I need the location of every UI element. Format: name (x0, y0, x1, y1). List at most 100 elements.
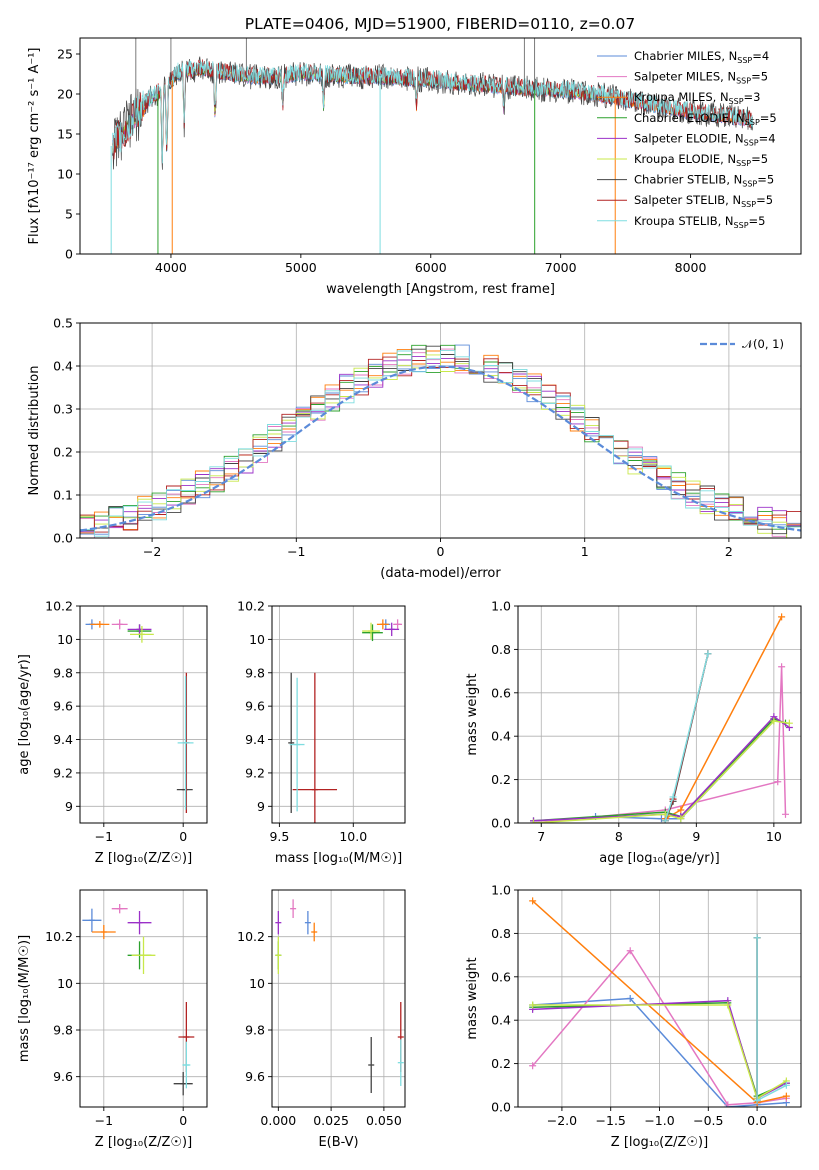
x-tick-label: −1 (95, 1113, 113, 1128)
x-axis-label: age [log₁₀(age/yr)] (599, 851, 720, 866)
plot-area (529, 897, 790, 1107)
y-tick-label: 0.8 (491, 926, 511, 941)
point-marker (669, 793, 677, 801)
point-marker (753, 1096, 761, 1104)
series-line (756, 937, 787, 1102)
y-tick-label: 10 (57, 167, 73, 182)
y-tick-label: 0.0 (491, 1100, 511, 1115)
plot-area (275, 899, 404, 1093)
series-kroupa-stelib (661, 650, 712, 823)
x-tick-label: 9.5 (269, 829, 289, 844)
point-salpeter-elodie (127, 911, 152, 935)
y-tick-label: 15 (57, 127, 73, 142)
y-tick-label: 0.6 (491, 685, 511, 700)
legend-label: Chabrier STELIB, NSSP=5 (634, 173, 774, 189)
y-tick-label: 9.4 (53, 732, 73, 747)
point-kroupa-stelib (177, 676, 194, 810)
point-marker (770, 717, 778, 725)
point-marker (781, 810, 789, 818)
x-tick-label: 4000 (155, 260, 187, 275)
y-tick-label: 9.6 (53, 699, 73, 714)
point-marker (677, 806, 685, 814)
y-tick-label: 9.2 (53, 765, 73, 780)
panel-age-vs-Z: −1 0 9 9.2 9.4 9.6 9.8 10 10.2 Z [log₁₀(Z/Z☉)] age… (17, 599, 208, 866)
y-tick-label: 0.2 (491, 1056, 511, 1071)
panel-weight-vs-age: 7 8 9 10 0.0 0.2 0.4 0.6 0.8 1.0 age [log₁₀(age/yr… (465, 599, 802, 866)
legend-label: Chabrier ELODIE, NSSP=5 (634, 111, 777, 127)
point-marker (626, 947, 634, 955)
y-tick-label: 0.3 (53, 402, 73, 417)
panel-spectrum: 4000 5000 6000 7000 8000 0 5 10 15 20 25 wavelength… (27, 37, 802, 297)
x-tick-label: 0.050 (366, 1113, 402, 1128)
axes-frame (271, 605, 406, 824)
point-salpeter-stelib (292, 672, 338, 823)
y-tick-label: 10 (57, 976, 73, 991)
point-kroupa-miles (311, 922, 318, 942)
panel-weight-vs-Z: −2.0 −1.5 −1.0 −0.5 0.0 0.0 0.2 0.4 0.6 0.8 1.0 Z [… (465, 883, 802, 1150)
y-tick-label: 0.2 (53, 445, 73, 460)
x-tick-label: 10.0 (339, 829, 367, 844)
charts: 4000 5000 6000 7000 80000510152025wavelength… (17, 37, 802, 1150)
point-kroupa-miles (376, 619, 389, 630)
point-marker (724, 1001, 732, 1009)
y-tick-label: 0 (65, 247, 73, 262)
y-axis-label: mass weight (465, 957, 480, 1039)
point-kroupa-miles (90, 621, 110, 628)
plot-area (288, 619, 403, 823)
point-kroupa-miles (91, 925, 116, 939)
x-tick-label: 8000 (675, 260, 707, 275)
legend-label: Salpeter MILES, NSSP=5 (634, 70, 768, 86)
point-chabrier-miles (304, 911, 311, 935)
x-tick-label: 7000 (545, 260, 577, 275)
x-tick-label: 6000 (415, 260, 447, 275)
point-salpeter-elodie (127, 624, 152, 635)
point-marker (782, 1092, 790, 1100)
y-tick-label: 0.0 (491, 816, 511, 831)
point-chabrier-stelib (368, 1037, 375, 1093)
legend-label: Kroupa MILES, NSSP=3 (634, 90, 760, 106)
x-axis-label: (data-model)/error (380, 566, 501, 581)
x-tick-label: −1.0 (644, 1113, 674, 1128)
y-axis-label: mass [log₁₀(M/M☉)] (17, 935, 32, 1062)
x-tick-label: −2 (143, 544, 161, 559)
x-tick-label: −2.0 (547, 1113, 577, 1128)
point-salpeter-miles (393, 619, 403, 630)
series-kroupa-stelib (753, 934, 790, 1104)
point-chabrier-stelib (288, 672, 295, 813)
y-tick-label: 9.2 (245, 765, 265, 780)
panel-mass-vs-EBV: 0.000 0.025 0.050 9.6 9.8 10 10.2 E(B-V) (237, 889, 406, 1150)
y-tick-label: 9.8 (53, 1023, 73, 1038)
y-tick-label: 9 (257, 799, 265, 814)
panel-residuals: 𝒩(0, 1) −2 −1 0 1 2 0.0 0.1 0.2 0.3 0.4 0.5 (data-mo… (27, 316, 802, 581)
histogram-kroupa-stelib (80, 350, 801, 537)
x-tick-label: −1.5 (596, 1113, 626, 1128)
y-tick-label: 10.2 (45, 599, 73, 614)
x-tick-label: 0.025 (313, 1113, 349, 1128)
y-tick-label: 0.6 (491, 969, 511, 984)
panel-mass-vs-Z: −1 0 9.6 9.8 10 10.2 Z [log₁₀(Z/Z☉)] mass [log₁… (17, 889, 208, 1150)
plot-area (82, 904, 195, 1096)
series-chabrier-elodie (530, 715, 789, 823)
y-axis-label: Flux [fλ10⁻¹⁷ erg cm⁻² s⁻¹ A⁻¹] (27, 48, 42, 245)
y-tick-label: 9.8 (245, 1023, 265, 1038)
legend-label: Kroupa ELODIE, NSSP=5 (634, 152, 768, 168)
point-kroupa-stelib (397, 1039, 404, 1086)
point-marker (785, 719, 793, 727)
y-tick-label: 20 (57, 87, 73, 102)
x-tick-label: −0.5 (693, 1113, 723, 1128)
point-salpeter-elodie (384, 622, 400, 637)
series-line (532, 997, 787, 1107)
y-tick-label: 10 (57, 632, 73, 647)
normal-curve (80, 365, 801, 532)
x-tick-label: 0.000 (260, 1113, 296, 1128)
histogram-kroupa-elodie (80, 354, 788, 538)
point-marker (724, 1101, 732, 1107)
x-tick-label: −1 (287, 544, 305, 559)
series-salpeter-elodie (530, 713, 793, 823)
point-salpeter-miles (111, 619, 128, 630)
point-kroupa-stelib (289, 677, 305, 812)
axes-frame (517, 605, 802, 824)
y-tick-label: 0.4 (491, 1013, 511, 1028)
x-tick-label: 0 (437, 544, 445, 559)
legend-label: Salpeter STELIB, NSSP=5 (634, 193, 773, 209)
